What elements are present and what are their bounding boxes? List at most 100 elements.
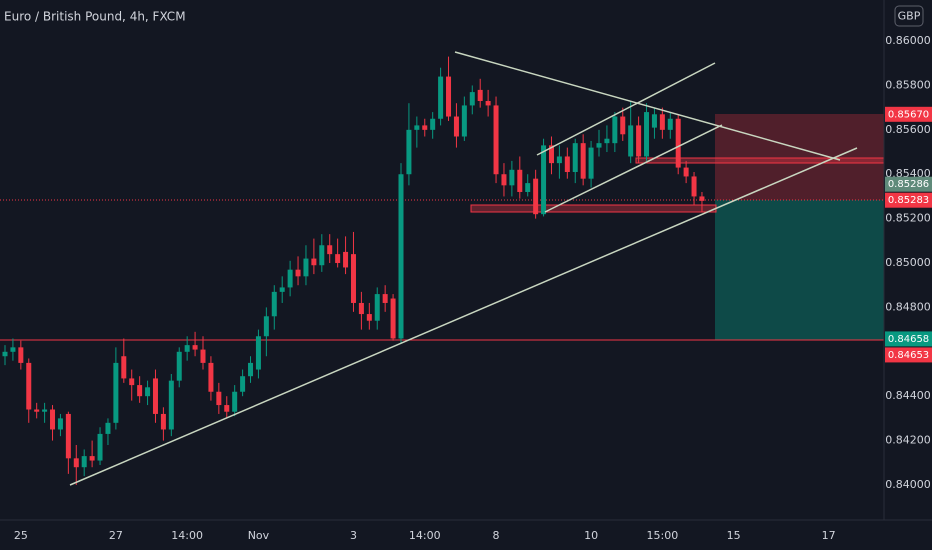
candle-body xyxy=(232,391,238,412)
candle-body xyxy=(612,116,618,144)
candle-body xyxy=(279,287,285,292)
candle-body xyxy=(644,112,650,157)
chart-title: Euro / British Pound, 4h, FXCM xyxy=(4,10,186,24)
candle-body xyxy=(57,418,63,430)
candle-body xyxy=(691,176,697,197)
candle-body xyxy=(89,456,95,461)
candle-body xyxy=(200,349,206,363)
candle-body xyxy=(113,362,119,423)
candle-body xyxy=(176,351,182,381)
price-label-bg xyxy=(885,106,932,122)
candle-body xyxy=(620,116,626,135)
candle-body xyxy=(572,143,578,173)
candle-body xyxy=(34,409,40,412)
candle-body xyxy=(335,254,341,264)
x-tick-label: 15:00 xyxy=(647,529,679,542)
channel-line xyxy=(544,124,723,213)
x-tick-label: 14:00 xyxy=(409,529,441,542)
currency-badge[interactable] xyxy=(894,5,924,27)
candle-body xyxy=(311,258,317,266)
candle-body xyxy=(651,114,657,128)
candle-body xyxy=(699,196,705,201)
candle-body xyxy=(105,422,111,434)
candle-body xyxy=(248,362,254,377)
candle-body xyxy=(588,147,594,179)
candle-body xyxy=(184,345,190,352)
candle-body xyxy=(406,129,412,175)
candle-body xyxy=(683,167,689,177)
candle-body xyxy=(255,336,261,370)
candle-body xyxy=(477,89,483,101)
candle-body xyxy=(548,145,554,164)
candles xyxy=(2,56,705,485)
candle-body xyxy=(65,413,71,459)
price-label-bg xyxy=(885,176,932,192)
price-label-bg xyxy=(885,347,932,363)
candle-body xyxy=(414,125,420,130)
candle-body xyxy=(485,100,491,106)
candle-body xyxy=(541,145,547,215)
price-label: 0.84653 xyxy=(888,350,929,361)
candle-body xyxy=(382,294,388,303)
resistance-zone xyxy=(635,157,885,164)
candle-body xyxy=(295,269,301,277)
candle-body xyxy=(667,118,673,130)
candle-body xyxy=(350,254,356,303)
candle-body xyxy=(240,376,246,392)
y-tick-label: 0.85800 xyxy=(885,78,931,91)
candle-body xyxy=(493,105,499,175)
price-label: 0.85670 xyxy=(888,109,929,120)
candle-body xyxy=(10,347,16,352)
price-label-bg xyxy=(885,331,932,347)
candle-body xyxy=(42,409,48,412)
candle-body xyxy=(224,405,230,412)
candle-body xyxy=(216,391,222,406)
candle-body xyxy=(192,345,198,350)
candle-body xyxy=(73,458,79,468)
candle-body xyxy=(97,433,103,461)
candle-body xyxy=(564,156,570,173)
candle-body xyxy=(303,258,309,277)
candle-body xyxy=(430,118,436,130)
candle-body xyxy=(422,125,428,130)
x-tick-label: 15 xyxy=(727,529,741,542)
y-tick-label: 0.84200 xyxy=(885,434,931,447)
y-tick-label: 0.84800 xyxy=(885,300,931,313)
candle-body xyxy=(517,169,523,192)
candle-body xyxy=(446,76,452,117)
candle-body xyxy=(129,378,135,386)
candle-body xyxy=(263,316,269,337)
candle-body xyxy=(675,118,681,168)
price-label: 0.85283 xyxy=(888,195,929,206)
x-tick-label: 14:00 xyxy=(171,529,203,542)
x-tick-label: 10 xyxy=(584,529,598,542)
candle-body xyxy=(556,156,562,164)
candle-body xyxy=(438,76,444,119)
candle-body xyxy=(358,302,364,315)
target-zone xyxy=(715,200,884,340)
candle-body xyxy=(469,92,475,106)
price-axis xyxy=(884,0,932,550)
support-zone xyxy=(470,204,717,213)
candle-body xyxy=(145,387,151,397)
candle-body xyxy=(509,169,515,186)
candle-body xyxy=(18,347,24,363)
candle-body xyxy=(390,298,396,339)
trend-line xyxy=(69,147,858,486)
candle-body xyxy=(366,314,372,321)
candle-body xyxy=(137,385,143,397)
y-tick-label: 0.84400 xyxy=(885,389,931,402)
price-label: 0.85286 xyxy=(888,179,929,190)
x-tick-label: Nov xyxy=(248,529,270,542)
candle-body xyxy=(461,105,467,137)
x-tick-label: 27 xyxy=(109,529,123,542)
candle-body xyxy=(2,351,8,357)
candle-body xyxy=(374,294,380,321)
candle-body xyxy=(287,269,293,288)
candle-body xyxy=(659,114,665,130)
candle-body xyxy=(168,380,174,430)
candle-body xyxy=(533,178,539,215)
candle-body xyxy=(398,174,404,339)
y-tick-label: 0.85600 xyxy=(885,123,931,136)
